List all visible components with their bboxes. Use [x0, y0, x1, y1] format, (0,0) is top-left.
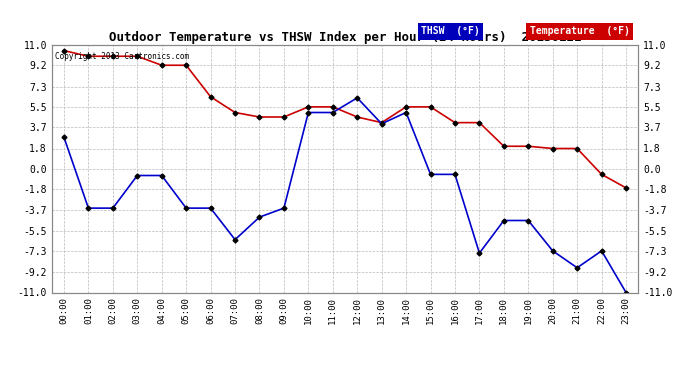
Text: THSW  (°F): THSW (°F)	[421, 26, 480, 36]
Text: Copyright 2013 Cartronics.com: Copyright 2013 Cartronics.com	[55, 53, 189, 62]
Title: Outdoor Temperature vs THSW Index per Hour (24 Hours)  20130121: Outdoor Temperature vs THSW Index per Ho…	[109, 31, 581, 44]
Text: Temperature  (°F): Temperature (°F)	[530, 26, 629, 36]
